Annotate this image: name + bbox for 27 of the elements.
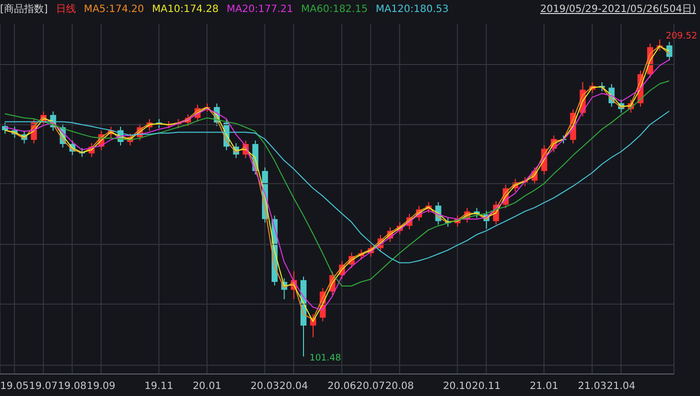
text: 日线 [56, 2, 76, 16]
x-tick-label: 20.08 [385, 381, 414, 392]
candlestick [666, 41, 672, 61]
text: 2019/05/29-2021/05/26(504日) [540, 3, 697, 16]
text: 209.52 [666, 31, 698, 42]
chart-title: [商品指数] [0, 2, 48, 16]
x-tick-label: 19.09 [86, 381, 116, 392]
x-tick-label: 20.11 [472, 381, 501, 392]
text: MA10:174.28 [152, 4, 219, 14]
text: MA20:177.21 [226, 4, 294, 14]
text: MA60:182.15 [301, 4, 368, 14]
x-tick-label: 19.08 [58, 381, 87, 392]
x-tick-label: 19.05 [0, 381, 29, 392]
text: 101.48 [309, 353, 341, 364]
x-tick-label: 21.03 [578, 381, 606, 392]
x-tick-label: 19.11 [144, 381, 174, 392]
x-tick-label: 20.01 [192, 381, 222, 392]
x-tick-label: 20.06 [327, 381, 356, 392]
x-tick-label: 19.07 [29, 381, 58, 392]
x-tick-label: 21.04 [606, 381, 636, 392]
x-tick-label: 20.03 [250, 381, 280, 392]
x-tick-label: 20.10 [443, 381, 472, 392]
x-tick-label: 21.01 [530, 381, 558, 392]
text: MA5:174.20 [84, 4, 144, 14]
text: MA120:180.53 [376, 4, 449, 14]
x-tick-label: 20.04 [279, 381, 308, 392]
x-tick-label: 20.07 [356, 381, 386, 392]
